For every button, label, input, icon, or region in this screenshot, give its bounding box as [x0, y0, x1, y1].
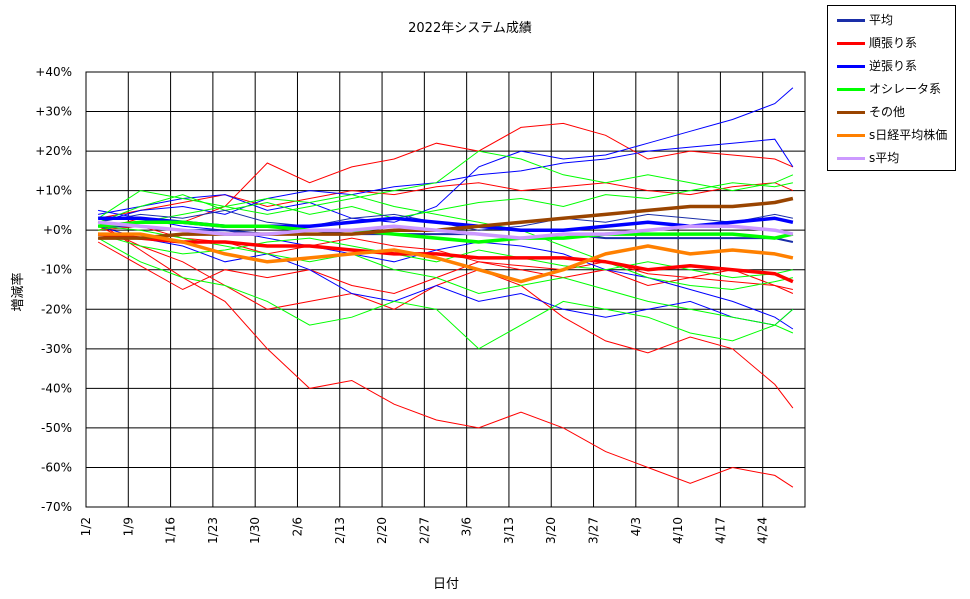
- y-tick-label: -20%: [41, 302, 72, 316]
- x-tick-label: 4/24: [756, 517, 770, 544]
- system-line: [97, 182, 794, 223]
- x-tick-label: 3/27: [587, 517, 601, 544]
- x-tick-label: 3/6: [460, 517, 474, 536]
- system-line: [98, 87, 794, 223]
- system-line: [98, 225, 794, 326]
- legend-item: オシレータ系: [828, 79, 955, 99]
- x-tick-label: 1/9: [121, 517, 135, 536]
- legend-item: 平均: [828, 10, 955, 30]
- system-line: [97, 138, 794, 223]
- y-tick-label: -70%: [41, 500, 72, 514]
- legend-swatch: [837, 19, 865, 22]
- legend-label: 逆張り系: [869, 59, 918, 73]
- x-axis-title: 日付: [433, 577, 459, 592]
- legend-label: s平均: [869, 151, 900, 165]
- system-line: [97, 241, 794, 295]
- series-line: [98, 232, 794, 284]
- y-tick-label: +10%: [35, 184, 72, 198]
- plot-area: [85, 71, 806, 508]
- legend-swatch: [837, 65, 865, 68]
- legend-item: その他: [828, 102, 955, 122]
- x-tick-label: 2/6: [290, 517, 304, 536]
- x-tick-label: 1/23: [206, 517, 220, 544]
- x-tick-label: 1/30: [248, 517, 262, 544]
- legend-label: 順張り系: [869, 36, 918, 50]
- x-tick-label: 4/3: [629, 517, 643, 536]
- y-tick-label: +0%: [43, 223, 72, 237]
- chart-legend: 平均順張り系逆張り系オシレータ系 その他 s日経平均株価 s平均: [827, 5, 956, 171]
- series-line: [97, 232, 794, 284]
- x-tick-label: 1/16: [164, 517, 178, 544]
- y-tick-label: -40%: [41, 381, 72, 395]
- y-tick-label: +20%: [35, 144, 72, 158]
- legend-label: その他: [869, 105, 906, 119]
- legend-swatch: [837, 134, 865, 137]
- system-line: [97, 225, 794, 409]
- y-tick-label: +40%: [35, 65, 72, 79]
- system-line: [97, 122, 794, 231]
- system-line: [98, 182, 794, 219]
- legend-label: s日経平均株価: [869, 128, 948, 142]
- system-line: [97, 225, 794, 326]
- series-line: [98, 225, 794, 243]
- x-tick-label: 2/27: [417, 517, 431, 544]
- chart-title: 2022年システム成績: [408, 21, 532, 36]
- x-tick-label: 1/2: [79, 517, 93, 536]
- system-line: [98, 209, 794, 231]
- legend-item: s日経平均株価: [828, 125, 955, 145]
- y-tick-label: -10%: [41, 263, 72, 277]
- legend-swatch: [837, 111, 865, 114]
- x-tick-label: 4/17: [713, 517, 727, 544]
- legend-item: s平均: [828, 148, 955, 168]
- legend-swatch: [837, 88, 865, 91]
- y-tick-label: -30%: [41, 342, 72, 356]
- legend-item: 逆張り系: [828, 56, 955, 76]
- series-line: [97, 220, 794, 240]
- x-tick-label: 2/13: [333, 517, 347, 544]
- system-line: [97, 237, 794, 350]
- system-line: [97, 221, 794, 488]
- x-tick-label: 4/10: [671, 517, 685, 544]
- system-line: [97, 150, 794, 219]
- legend-item: 順張り系: [828, 33, 955, 53]
- legend-label: オシレータ系: [869, 82, 942, 96]
- legend-swatch: [837, 157, 865, 160]
- y-tick-label: +30%: [35, 105, 72, 119]
- y-axis-title: 増減率: [10, 272, 26, 311]
- legend-label: 平均: [869, 13, 894, 27]
- y-tick-label: -60%: [41, 460, 72, 474]
- series-line: [97, 220, 794, 244]
- x-tick-label: 3/13: [502, 517, 516, 544]
- y-tick-label: -50%: [41, 421, 72, 435]
- legend-swatch: [837, 42, 865, 45]
- x-tick-label: 2/20: [375, 517, 389, 544]
- x-tick-label: 3/20: [544, 517, 558, 544]
